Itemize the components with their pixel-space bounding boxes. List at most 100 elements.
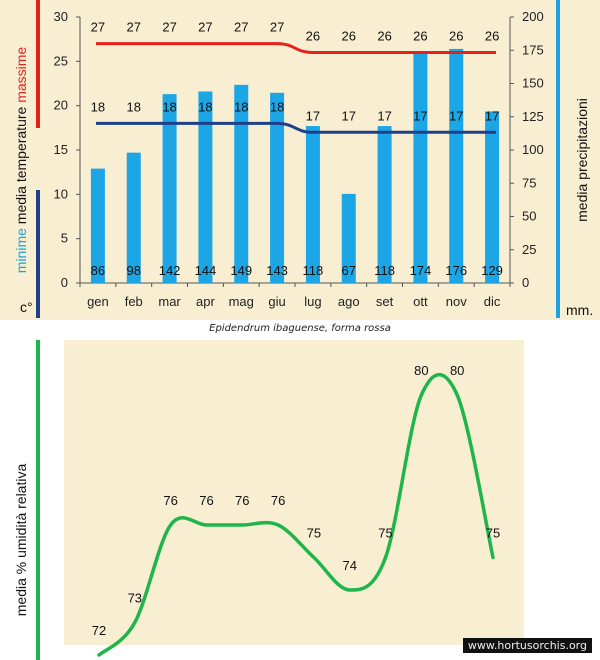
precipitation-bar [305, 126, 320, 283]
max-temperature-label: 27 [198, 20, 212, 35]
x-tick-label: dic [484, 294, 501, 309]
left-tick-label: 5 [61, 231, 68, 246]
min-temperature-line [96, 121, 496, 134]
max-temperature-label: 27 [91, 20, 105, 35]
x-tick-label: giu [268, 294, 285, 309]
x-tick-label: gen [87, 294, 109, 309]
right-tick-label: 200 [522, 9, 544, 24]
humidity-label: 72 [92, 623, 106, 638]
right-tick-label: 150 [522, 76, 544, 91]
left-axis-label-min: minime [13, 224, 29, 273]
precipitation-label: 86 [91, 263, 105, 278]
x-tick-label: apr [196, 294, 215, 309]
min-temperature-label: 18 [198, 99, 212, 114]
right-tick-label: 0 [522, 275, 529, 290]
humidity-label: 80 [450, 363, 464, 378]
max-temperature-label: 27 [127, 20, 141, 35]
min-temperature-label: 18 [270, 99, 284, 114]
precipitation-label: 67 [342, 263, 356, 278]
humidity-line [97, 373, 495, 657]
right-tick-label: 25 [522, 242, 536, 257]
precipitation-label: 118 [374, 263, 395, 278]
x-tick-label: feb [125, 294, 143, 309]
humidity-label: 76 [163, 493, 177, 508]
right-axis-unit: mm. [566, 302, 593, 318]
humidity-label: 75 [307, 526, 321, 541]
x-tick-label: mar [158, 294, 181, 309]
max-temperature-label: 26 [485, 28, 499, 43]
min-temperature-label: 17 [413, 108, 427, 123]
humidity-axis-label: media % umidità relativa [13, 464, 29, 617]
species-caption: Epidendrum ibaguense, forma rossa [209, 323, 391, 334]
precipitation-label: 176 [445, 263, 467, 278]
precipitation-label: 142 [159, 263, 181, 278]
min-temperature-label: 18 [127, 99, 141, 114]
right-tick-label: 50 [522, 209, 536, 224]
x-tick-label: ott [413, 294, 428, 309]
left-tick-label: 20 [54, 98, 68, 113]
precipitation-label: 174 [410, 263, 432, 278]
min-temperature-label: 17 [485, 108, 499, 123]
right-axis-label: media precipitazioni [574, 98, 590, 222]
precipitation-bar [90, 168, 105, 283]
right-tick-label: 175 [522, 42, 544, 57]
left-tick-label: 0 [61, 275, 68, 290]
max-temperature-label: 26 [413, 28, 427, 43]
x-tick-label: mag [229, 294, 254, 309]
precipitation-label: 118 [303, 263, 324, 278]
right-tick-label: 125 [522, 109, 544, 124]
left-tick-label: 10 [54, 186, 68, 201]
left-axis-label-mid: media temperature [13, 103, 29, 224]
x-tick-label: ago [338, 294, 360, 309]
humidity-label: 76 [271, 493, 285, 508]
precipitation-bar [198, 91, 213, 283]
max-temperature-label: 27 [234, 20, 248, 35]
left-tick-label: 25 [54, 53, 68, 68]
x-tick-label: lug [304, 294, 321, 309]
precipitation-bar [270, 92, 285, 283]
left-axis-label-max: massime [13, 47, 29, 103]
min-temperature-label: 17 [306, 108, 320, 123]
humidity-label: 75 [486, 526, 500, 541]
precipitation-label: 149 [230, 263, 252, 278]
min-temperature-label: 17 [342, 108, 356, 123]
precipitation-bar [341, 193, 356, 283]
humidity-panel [64, 340, 524, 645]
left-tick-label: 30 [54, 9, 68, 24]
max-temperature-label: 26 [342, 28, 356, 43]
precipitation-bar [234, 84, 249, 283]
precipitation-label: 144 [195, 263, 217, 278]
temperature-precipitation-chart: 0 5 10 15 20 25 30 0 25 50 75 100 125 150 175 200 gen feb… [0, 0, 600, 325]
left-axis-unit: c° [20, 299, 33, 315]
x-tick-label: nov [446, 294, 467, 309]
humidity-label: 75 [378, 526, 392, 541]
x-tick-label: set [376, 294, 394, 309]
humidity-label: 74 [342, 558, 356, 573]
right-tick-label: 75 [522, 175, 536, 190]
left-axis-label: minime media temperature massime [13, 47, 29, 274]
min-temperature-label: 18 [91, 99, 105, 114]
precipitation-bar [413, 51, 428, 283]
humidity-label: 76 [235, 493, 249, 508]
max-temperature-label: 27 [162, 20, 176, 35]
precipitation-bar [377, 126, 392, 283]
precipitation-label: 98 [127, 263, 141, 278]
min-temperature-label: 17 [449, 108, 463, 123]
min-temperature-label: 17 [377, 108, 391, 123]
site-watermark: www.hortusorchis.org [462, 638, 592, 653]
right-tick-label: 100 [522, 142, 544, 157]
min-temperature-label: 18 [234, 99, 248, 114]
precipitation-label: 143 [266, 263, 288, 278]
precipitation-bar [485, 111, 500, 284]
precipitation-bar [449, 48, 464, 283]
precipitation-label: 129 [481, 263, 503, 278]
humidity-label: 73 [128, 591, 142, 606]
precipitation-bar [162, 94, 177, 283]
left-tick-label: 15 [54, 142, 68, 157]
precipitation-bar [126, 152, 141, 283]
humidity-label: 80 [414, 363, 428, 378]
max-temperature-label: 26 [377, 28, 391, 43]
max-temperature-line [96, 42, 496, 54]
max-temperature-label: 26 [449, 28, 463, 43]
max-temperature-label: 27 [270, 20, 284, 35]
